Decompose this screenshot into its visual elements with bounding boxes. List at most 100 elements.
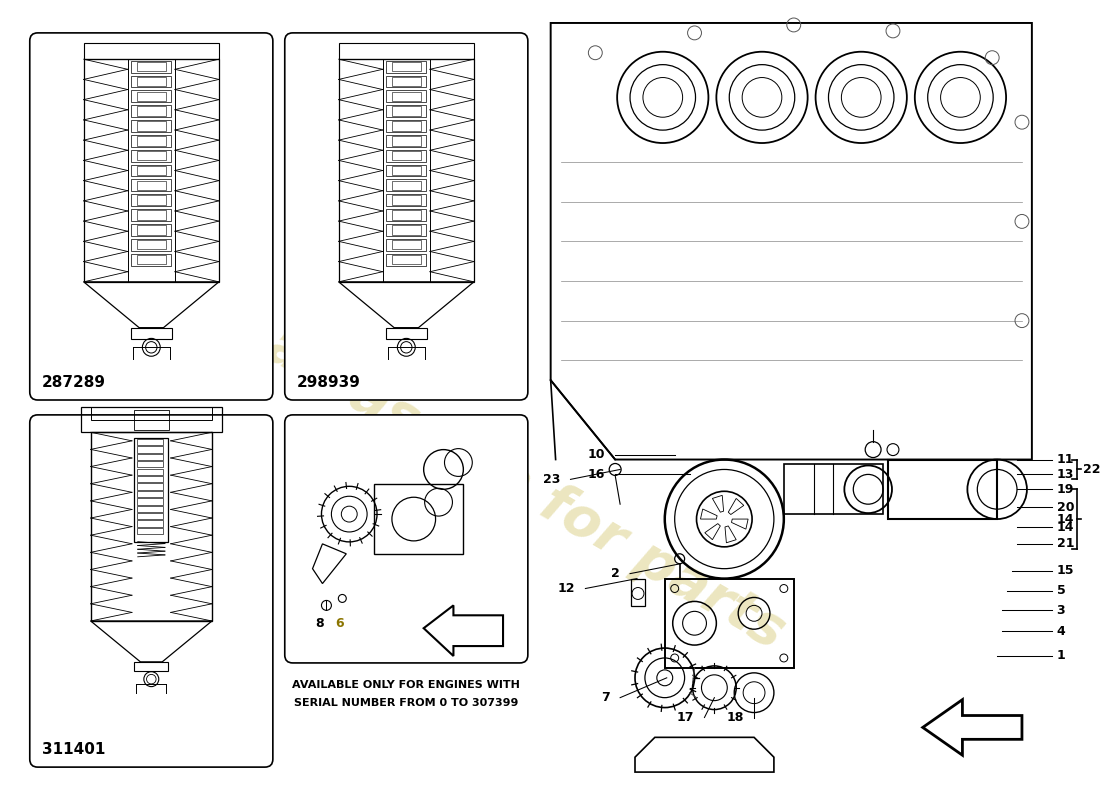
Bar bbox=[131, 209, 172, 221]
Text: 13: 13 bbox=[1057, 468, 1074, 481]
Bar bbox=[138, 210, 165, 220]
Bar bbox=[136, 483, 163, 490]
Text: 311401: 311401 bbox=[42, 742, 104, 757]
Text: 12: 12 bbox=[558, 582, 575, 595]
Bar bbox=[386, 179, 426, 191]
Bar bbox=[136, 469, 163, 475]
Bar bbox=[138, 122, 165, 130]
Text: AVAILABLE ONLY FOR ENGINES WITH: AVAILABLE ONLY FOR ENGINES WITH bbox=[293, 680, 520, 690]
Bar bbox=[136, 491, 163, 497]
Bar bbox=[138, 166, 165, 175]
FancyBboxPatch shape bbox=[285, 415, 528, 663]
FancyBboxPatch shape bbox=[285, 33, 528, 400]
Bar bbox=[138, 106, 165, 116]
Text: 287289: 287289 bbox=[42, 374, 106, 390]
Bar bbox=[136, 513, 163, 519]
Bar bbox=[386, 194, 426, 206]
Bar bbox=[392, 210, 420, 220]
Bar bbox=[386, 328, 427, 339]
Text: 15: 15 bbox=[1057, 564, 1075, 577]
Text: 6: 6 bbox=[336, 617, 343, 630]
Bar bbox=[392, 91, 420, 101]
Text: 1: 1 bbox=[1057, 650, 1066, 662]
Bar bbox=[131, 165, 172, 177]
Bar bbox=[81, 407, 221, 432]
Bar bbox=[136, 439, 163, 446]
Bar bbox=[138, 225, 165, 234]
Text: 7: 7 bbox=[602, 691, 610, 704]
Bar bbox=[134, 438, 168, 542]
Bar bbox=[392, 225, 420, 234]
Bar bbox=[131, 150, 172, 162]
Bar bbox=[392, 166, 420, 175]
Bar bbox=[131, 194, 172, 206]
Bar bbox=[138, 240, 165, 250]
Bar bbox=[131, 179, 172, 191]
Bar bbox=[392, 136, 420, 146]
Bar bbox=[386, 238, 426, 250]
Bar bbox=[131, 61, 172, 73]
Text: 298939: 298939 bbox=[297, 374, 361, 390]
Bar bbox=[136, 528, 163, 534]
Bar bbox=[131, 328, 172, 339]
Bar bbox=[386, 165, 426, 177]
Text: 22: 22 bbox=[1084, 463, 1100, 476]
Bar bbox=[138, 136, 165, 146]
Bar bbox=[374, 484, 463, 554]
Text: 14: 14 bbox=[1057, 521, 1075, 534]
Text: 3: 3 bbox=[1057, 604, 1065, 617]
Bar bbox=[138, 151, 165, 161]
Bar bbox=[392, 77, 420, 86]
Bar bbox=[131, 90, 172, 102]
Bar bbox=[392, 62, 420, 71]
Bar bbox=[131, 254, 172, 266]
Bar bbox=[128, 59, 175, 282]
Text: 23: 23 bbox=[543, 473, 561, 486]
Text: 8: 8 bbox=[316, 617, 323, 630]
Bar bbox=[136, 506, 163, 512]
Bar bbox=[386, 150, 426, 162]
Bar bbox=[131, 120, 172, 132]
Bar bbox=[386, 120, 426, 132]
Bar bbox=[386, 224, 426, 236]
Bar bbox=[136, 521, 163, 526]
Bar bbox=[136, 498, 163, 505]
Bar bbox=[784, 465, 883, 514]
FancyBboxPatch shape bbox=[30, 33, 273, 400]
Text: 18: 18 bbox=[727, 711, 744, 724]
Bar bbox=[339, 43, 474, 59]
Bar bbox=[138, 181, 165, 190]
Text: SERIAL NUMBER FROM 0 TO 307399: SERIAL NUMBER FROM 0 TO 307399 bbox=[294, 698, 518, 708]
Bar bbox=[136, 454, 163, 460]
Bar bbox=[888, 459, 998, 519]
Bar bbox=[392, 122, 420, 130]
Bar bbox=[90, 432, 212, 621]
Bar bbox=[631, 578, 645, 606]
Text: 4: 4 bbox=[1057, 625, 1066, 638]
Bar bbox=[84, 43, 219, 59]
Text: 14: 14 bbox=[1057, 513, 1075, 526]
Bar bbox=[392, 151, 420, 161]
Bar bbox=[386, 105, 426, 117]
Bar bbox=[84, 59, 219, 282]
Bar bbox=[131, 135, 172, 146]
Bar bbox=[131, 105, 172, 117]
Text: 20: 20 bbox=[1057, 501, 1075, 514]
Bar bbox=[90, 407, 212, 420]
Bar bbox=[138, 255, 165, 264]
Bar bbox=[131, 238, 172, 250]
Text: a passion for parts: a passion for parts bbox=[257, 318, 794, 660]
Bar bbox=[386, 254, 426, 266]
Bar bbox=[392, 240, 420, 250]
Bar bbox=[138, 77, 165, 86]
Bar bbox=[134, 662, 168, 671]
Bar bbox=[386, 61, 426, 73]
Bar bbox=[386, 135, 426, 146]
Bar bbox=[392, 255, 420, 264]
Bar bbox=[392, 181, 420, 190]
Bar bbox=[138, 62, 165, 71]
Bar bbox=[383, 59, 430, 282]
Text: 10: 10 bbox=[587, 448, 605, 461]
Bar bbox=[136, 446, 163, 453]
Bar bbox=[131, 75, 172, 87]
